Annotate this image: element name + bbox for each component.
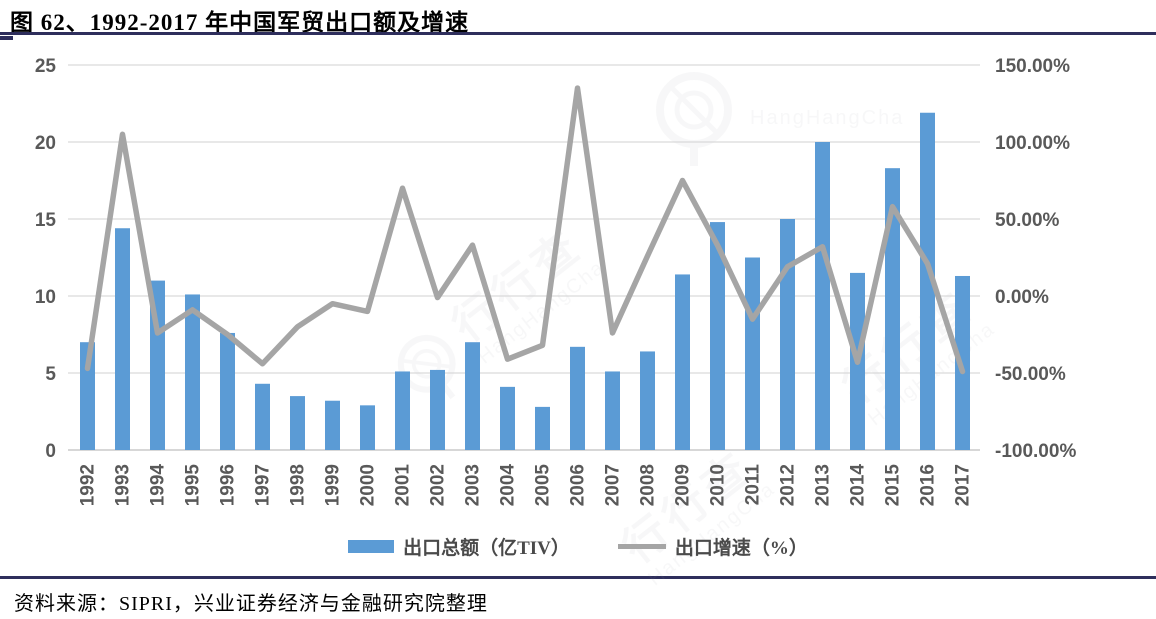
export-bar-2006 bbox=[570, 346, 585, 450]
year-label: 2015 bbox=[883, 464, 904, 507]
export-bar-2002 bbox=[430, 369, 445, 450]
line-series-swatch bbox=[617, 544, 666, 549]
export-bar-2003 bbox=[465, 342, 480, 450]
chart-legend: 出口总额（亿TIV） 出口增速（%） bbox=[0, 533, 1156, 560]
year-label: 2017 bbox=[953, 464, 974, 506]
line-series-label: 出口增速（%） bbox=[674, 538, 808, 559]
year-label: 2009 bbox=[673, 464, 694, 506]
year-label: 2011 bbox=[743, 464, 764, 506]
year-label: 1994 bbox=[148, 464, 169, 507]
bar-series-label: 出口总额（亿TIV） bbox=[403, 538, 570, 559]
left-axis-tick-label: 0 bbox=[45, 441, 56, 462]
export-bar-2001 bbox=[395, 371, 410, 450]
right-axis-tick-label: 50.00% bbox=[995, 210, 1060, 231]
export-bar-1997 bbox=[255, 383, 270, 450]
right-axis-tick-label: -100.00% bbox=[995, 441, 1076, 462]
year-label: 2007 bbox=[603, 464, 624, 506]
export-bar-1999 bbox=[325, 400, 340, 450]
export-bar-2016 bbox=[920, 112, 935, 451]
year-label: 2013 bbox=[813, 464, 834, 506]
year-label: 2012 bbox=[778, 464, 799, 506]
growth-line bbox=[84, 85, 966, 375]
export-bar-2005 bbox=[535, 406, 550, 450]
year-label: 2006 bbox=[568, 464, 589, 506]
title-underline bbox=[0, 32, 1156, 35]
left-axis-tick-label: 25 bbox=[35, 56, 57, 77]
right-axis-tick-label: -50.00% bbox=[995, 364, 1066, 385]
left-axis-tick-label: 15 bbox=[35, 210, 57, 231]
export-bar-1996 bbox=[220, 332, 235, 450]
export-bar-2000 bbox=[360, 405, 375, 450]
year-label: 1998 bbox=[288, 464, 309, 506]
year-label: 1997 bbox=[253, 464, 274, 506]
year-label: 2016 bbox=[918, 464, 939, 506]
right-axis-tick-label: 0.00% bbox=[995, 287, 1049, 308]
export-bar-1995 bbox=[185, 294, 200, 450]
export-bar-2012 bbox=[780, 219, 795, 450]
year-label: 2003 bbox=[463, 464, 484, 506]
export-bar-2009 bbox=[675, 274, 690, 450]
export-bar-1993 bbox=[115, 228, 130, 450]
export-bar-2004 bbox=[500, 386, 515, 450]
year-label: 2002 bbox=[428, 464, 449, 506]
year-label: 2001 bbox=[393, 464, 414, 507]
legend-item-growth: 出口增速（%） bbox=[617, 533, 808, 560]
left-axis-tick-label: 10 bbox=[35, 287, 56, 308]
year-label: 1996 bbox=[218, 464, 239, 506]
right-axis-tick-label: 150.00% bbox=[995, 56, 1070, 77]
export-bar-1998 bbox=[290, 396, 305, 450]
source-note: 资料来源：SIPRI，兴业证券经济与金融研究院整理 bbox=[14, 593, 488, 615]
year-label: 1993 bbox=[113, 464, 134, 506]
year-label: 2010 bbox=[708, 464, 729, 506]
export-bar-2015 bbox=[885, 168, 900, 450]
title-underline-accent bbox=[0, 36, 13, 40]
combo-chart: 2520151050150.00%100.00%50.00%0.00%-50.0… bbox=[35, 56, 1077, 507]
year-label: 2008 bbox=[638, 464, 659, 506]
export-bar-2011 bbox=[745, 257, 760, 450]
year-label: 2005 bbox=[533, 464, 554, 507]
export-bar-1992 bbox=[80, 342, 95, 450]
bar-series-swatch bbox=[348, 540, 395, 553]
right-axis-tick-label: 100.00% bbox=[995, 133, 1070, 154]
year-label: 2004 bbox=[498, 464, 519, 507]
year-label: 1992 bbox=[78, 464, 99, 506]
chart-title: 图 62、1992-2017 年中国军贸出口额及增速 bbox=[10, 10, 470, 35]
left-axis-tick-label: 20 bbox=[35, 133, 56, 154]
year-label: 1999 bbox=[323, 464, 344, 506]
year-label: 2000 bbox=[358, 464, 379, 506]
year-label: 2014 bbox=[848, 464, 869, 507]
export-bar-2007 bbox=[605, 371, 620, 450]
footer-rule bbox=[0, 576, 1156, 579]
export-bar-2008 bbox=[640, 351, 655, 450]
export-bar-2010 bbox=[710, 222, 725, 450]
legend-item-exports: 出口总额（亿TIV） bbox=[348, 533, 570, 560]
export-bar-2013 bbox=[815, 142, 830, 450]
left-axis-tick-label: 5 bbox=[45, 364, 56, 385]
year-label: 1995 bbox=[183, 464, 204, 507]
